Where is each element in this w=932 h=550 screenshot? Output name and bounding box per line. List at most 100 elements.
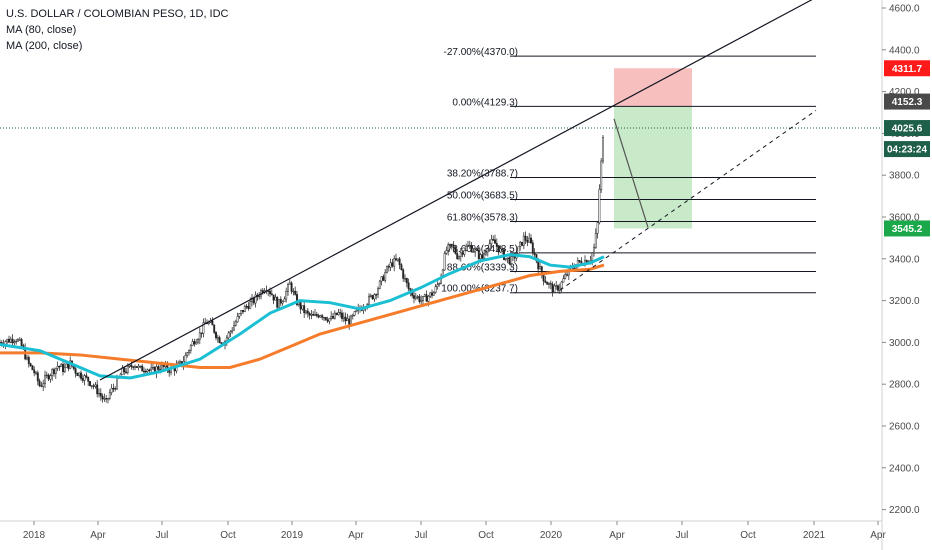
candle-body: [125, 371, 127, 373]
candle-body: [63, 367, 66, 373]
candle-body: [341, 312, 343, 319]
x-tick-label: 2020: [540, 530, 563, 541]
y-tick-label: 2800.0: [889, 380, 920, 391]
candle-body: [373, 294, 376, 300]
candle-body: [342, 316, 345, 319]
candle-body: [38, 380, 41, 386]
candle-body: [42, 383, 45, 387]
candle-body: [382, 276, 385, 281]
candle-body: [396, 258, 399, 261]
candle-body: [317, 315, 320, 318]
profit-zone: [614, 106, 692, 229]
candle-body: [467, 245, 469, 247]
x-tick-label: 2019: [281, 530, 304, 541]
candle-body: [236, 316, 239, 323]
candle-body: [15, 340, 18, 343]
candle-body: [116, 377, 118, 390]
fib-level-label: 88.60%(3339.3): [447, 262, 518, 273]
candle-body: [477, 250, 480, 260]
candle-body: [377, 288, 379, 295]
candle-body: [17, 339, 19, 342]
candle-body: [420, 300, 423, 302]
candle-body: [598, 189, 601, 223]
price-tag-countdown-label: 04:23:24: [887, 145, 927, 156]
candle-body: [452, 244, 455, 248]
candle-body: [557, 285, 559, 291]
y-tick-label: 3000.0: [889, 338, 920, 349]
candle-body: [213, 324, 216, 333]
y-tick-label: 2400.0: [889, 463, 920, 474]
symbol-title[interactable]: U.S. DOLLAR / COLOMBIAN PESO, 1D, IDC: [6, 8, 229, 20]
upper-trendline: [99, 0, 813, 381]
price-tag-high: [884, 93, 930, 110]
candle-body: [83, 375, 86, 381]
ma80-legend[interactable]: MA (80, close): [6, 24, 77, 36]
candle-body: [539, 266, 541, 270]
candle-body: [380, 276, 383, 282]
candle-body: [287, 284, 289, 292]
candle-body: [400, 264, 403, 271]
candle-body: [314, 313, 316, 316]
price-tag-last-label: 4025.6: [892, 124, 923, 135]
candle-body: [481, 254, 484, 259]
y-tick-label: 4200.0: [889, 87, 920, 98]
candle-body: [278, 298, 280, 308]
candle-body: [0, 342, 1, 344]
candle-body: [132, 366, 135, 368]
candle-body: [351, 314, 354, 317]
candle-body: [476, 249, 478, 251]
candle-body: [292, 290, 295, 293]
candle-body: [519, 241, 522, 247]
candle-body: [483, 253, 486, 259]
candle-body: [524, 235, 527, 241]
candle-body: [499, 248, 502, 253]
candle-body: [386, 266, 388, 273]
candle-body: [296, 294, 298, 305]
candle-body: [29, 363, 32, 366]
price-tag-target-label: 4311.7: [892, 64, 922, 75]
x-tick-label: Jul: [415, 530, 428, 541]
candle-body: [195, 341, 198, 345]
candle-body: [211, 320, 214, 326]
candle-body: [566, 274, 568, 276]
candle-body: [51, 369, 54, 376]
price-tag-last: [884, 120, 930, 137]
candle-body: [188, 350, 190, 353]
candle-body: [242, 310, 244, 313]
candle-body: [395, 258, 397, 261]
candle-body: [40, 385, 43, 387]
candle-body: [238, 313, 241, 317]
candle-body: [528, 237, 531, 243]
candle-body: [184, 354, 187, 362]
x-tick-label: Jul: [676, 530, 689, 541]
candle-body: [384, 272, 387, 281]
candle-body: [148, 369, 151, 371]
candle-body: [332, 316, 334, 319]
candle-body: [526, 240, 529, 243]
candle-body: [193, 341, 196, 345]
candle-body: [272, 294, 275, 301]
candle-body: [344, 316, 347, 322]
candle-body: [269, 290, 271, 294]
candle-body: [353, 311, 356, 316]
price-tag-target: [884, 60, 930, 77]
candle-body: [243, 305, 246, 313]
candle-body: [431, 292, 433, 296]
x-tick-label: Oct: [740, 530, 756, 541]
price-tag-stop-label: 3545.2: [892, 224, 923, 235]
candle-body: [470, 245, 473, 253]
candle-body: [9, 338, 12, 343]
candle-body: [436, 284, 439, 287]
candle-body: [81, 378, 84, 381]
fib-layer: -27.00%(4370.0) 0.00%(4129.3) 38.20%(3788.…: [441, 47, 816, 295]
candle-body: [20, 339, 23, 346]
candle-body: [197, 339, 199, 343]
candle-body: [92, 385, 95, 387]
candle-body: [416, 296, 419, 298]
ma200-legend[interactable]: MA (200, close): [6, 40, 83, 52]
candle-body: [423, 294, 426, 297]
candle-body: [157, 366, 160, 370]
candle-body: [56, 365, 59, 369]
candle-body: [58, 365, 61, 368]
